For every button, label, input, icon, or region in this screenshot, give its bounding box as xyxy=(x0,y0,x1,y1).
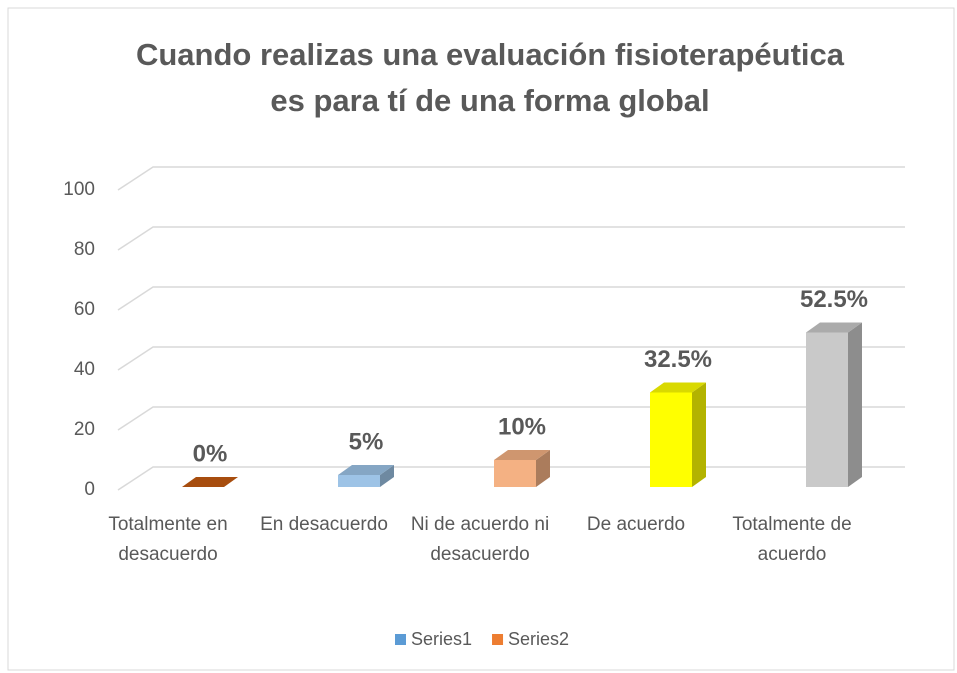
bar-top xyxy=(806,322,862,333)
bar xyxy=(338,465,394,487)
y-tick-label: 60 xyxy=(74,299,95,320)
data-label: 10% xyxy=(498,413,546,440)
legend-label: Series2 xyxy=(508,629,569,649)
bar-side xyxy=(848,322,862,487)
chart-border xyxy=(7,7,955,671)
bar-side xyxy=(692,382,706,487)
bar-side xyxy=(380,465,394,487)
bar-top xyxy=(182,477,238,487)
y-tick-label: 20 xyxy=(74,419,95,440)
x-tick-label: Totalmente de acuerdo xyxy=(732,514,852,565)
grid-line xyxy=(117,346,905,371)
grid-line xyxy=(117,226,905,251)
x-tick-label: Totalmente en desacuerdo xyxy=(108,514,228,565)
x-tick-label: Ni de acuerdo ni desacuerdo xyxy=(410,514,550,565)
data-label: 32.5% xyxy=(644,346,712,373)
bar-front xyxy=(338,475,380,487)
bar xyxy=(494,450,550,487)
y-tick-label: 80 xyxy=(74,239,95,260)
y-tick-label: 40 xyxy=(74,359,95,380)
bar-side xyxy=(536,450,550,487)
y-tick-label: 0 xyxy=(84,479,95,500)
bar-front xyxy=(806,332,848,487)
x-tick-label: En desacuerdo xyxy=(260,514,388,535)
x-tick-label: De acuerdo xyxy=(586,514,686,535)
bar-top xyxy=(650,382,706,393)
bar xyxy=(650,382,706,487)
grid-line xyxy=(117,166,905,191)
y-tick-label: 100 xyxy=(63,179,95,200)
bar xyxy=(806,322,862,487)
data-label: 5% xyxy=(349,428,384,455)
bar-front xyxy=(650,392,692,487)
grid-line xyxy=(117,286,905,311)
legend-label: Series1 xyxy=(411,629,472,649)
legend-swatch xyxy=(492,634,504,645)
bar xyxy=(182,477,238,487)
bar-front xyxy=(494,460,536,487)
bar-top xyxy=(494,450,550,460)
chart-title: Cuando realizas una evaluación fisiotera… xyxy=(135,37,845,118)
data-label: 0% xyxy=(193,440,228,467)
bar-top xyxy=(338,465,394,475)
data-label: 52.5% xyxy=(800,286,868,313)
legend-swatch xyxy=(395,634,406,645)
